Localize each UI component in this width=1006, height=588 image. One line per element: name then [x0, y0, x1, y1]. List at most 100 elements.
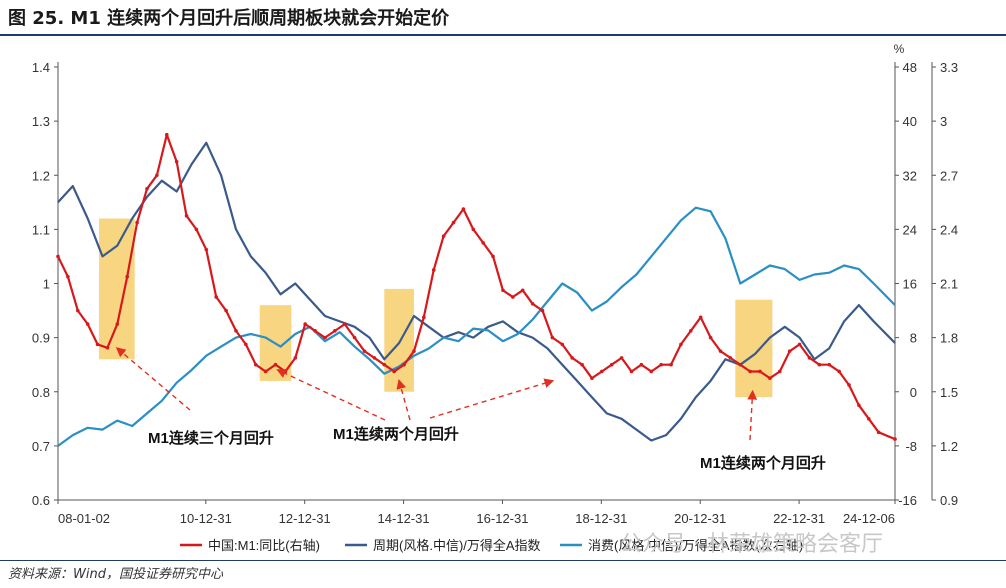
m1-point: [876, 430, 881, 435]
x-tick-label: 16-12-31: [476, 511, 528, 526]
left-tick-label: 1.3: [32, 114, 50, 129]
right2-tick-label: 0.9: [940, 493, 958, 508]
m1-point: [184, 214, 189, 218]
right2-tick-label: 2.7: [940, 168, 958, 183]
chart-title: 图 25. M1 连续两个月回升后顺周期板块就会开始定价: [8, 8, 450, 29]
m1-point: [797, 342, 802, 347]
m1-point: [461, 207, 466, 211]
m1-point: [372, 356, 377, 360]
m1-point: [204, 247, 209, 252]
m1-point: [550, 335, 555, 340]
highlight-box-1: [99, 218, 135, 360]
m1-point: [540, 308, 545, 313]
right-tick-label: 16: [903, 277, 917, 292]
m1-point: [481, 241, 485, 245]
footer-rule: [0, 560, 1006, 561]
m1-point: [155, 173, 159, 178]
m1-point: [530, 301, 535, 306]
left-tick-label: 0.9: [32, 331, 50, 346]
m1-point: [224, 308, 228, 313]
m1-point: [501, 288, 505, 293]
m1-point: [313, 329, 317, 333]
annotation-label-2: M1连续两个月回升: [333, 425, 459, 443]
m1-point: [263, 369, 268, 374]
m1-point: [866, 417, 871, 421]
series-lines: [56, 132, 897, 447]
left-tick-label: 1.4: [32, 60, 50, 75]
left-tick-label: 0.6: [32, 493, 50, 508]
m1-point: [837, 369, 841, 374]
m1-point: [748, 369, 752, 374]
m1-point: [105, 345, 110, 350]
m1-point: [708, 335, 713, 340]
annotation-label-1: M1连续三个月回升: [148, 429, 274, 447]
m1-point: [362, 349, 367, 353]
m1-point: [471, 227, 476, 232]
m1-point: [95, 342, 100, 347]
m1-point: [669, 362, 673, 367]
m1-point: [323, 335, 327, 340]
m1-point: [234, 329, 238, 333]
m1-point: [56, 254, 60, 259]
highlight-box-4: [735, 299, 773, 398]
m1-point: [392, 369, 396, 374]
m1-point: [293, 356, 298, 360]
m1-point: [619, 356, 624, 360]
m1-point: [342, 322, 347, 326]
m1-point: [600, 369, 604, 374]
legend: 中国:M1:同比(右轴) 周期(风格.中信)/万得全A指数 消费(风格.中信)/万得…: [180, 538, 803, 553]
m1-point: [807, 356, 812, 360]
m1-point: [303, 322, 307, 326]
annotation-arrow-5: [747, 389, 758, 441]
x-tick-label: 12-12-31: [279, 511, 331, 526]
x-tick-label: 08-01-02: [58, 511, 110, 526]
m1-point: [422, 315, 426, 320]
m1-point: [75, 308, 80, 313]
annotation-arrow-4: [429, 378, 555, 419]
m1-point: [511, 295, 515, 299]
m1-point: [718, 349, 723, 353]
annotation-arrow-2: [276, 368, 386, 421]
right-tick-label: 48: [903, 60, 917, 75]
right-tick-label: 0: [910, 385, 917, 400]
m1-point: [698, 315, 703, 320]
right2-tick-label: 3.3: [940, 60, 958, 75]
right-tick-label: -8: [905, 439, 917, 454]
m1-point: [827, 362, 832, 367]
m1-point: [893, 437, 897, 441]
axes: 0.6 -16 0.9 0.7 -8 1.2 0.8 0 1.5 0.9 8 1.8 1 16 2.1 1.1…: [32, 42, 958, 526]
m1-point: [352, 335, 357, 340]
series-line-3: [57, 206, 896, 447]
m1-point: [145, 186, 149, 191]
highlight-boxes: [99, 218, 773, 398]
right2-tick-label: 2.4: [940, 222, 958, 237]
highlight-box-3: [384, 288, 414, 392]
right-tick-label: 40: [903, 114, 917, 129]
legend-label-1: 中国:M1:同比(右轴): [208, 538, 320, 553]
legend-label-2: 周期(风格.中信)/万得全A指数: [373, 538, 541, 553]
right2-tick-label: 2.1: [940, 277, 958, 292]
m1-point: [253, 362, 258, 367]
m1-point: [431, 268, 436, 272]
m1-point: [412, 349, 416, 353]
m1-point: [520, 288, 525, 293]
annotation-labels: M1连续三个月回升 M1连续两个月回升 M1连续两个月回升: [148, 425, 826, 472]
m1-point: [857, 403, 861, 408]
m1-point: [590, 376, 594, 381]
annotation-arrow-1: [115, 347, 191, 411]
m1-point: [768, 376, 772, 381]
m1-point: [382, 362, 387, 367]
m1-point: [214, 295, 219, 299]
m1-point: [570, 356, 574, 360]
left-tick-label: 0.7: [32, 439, 50, 454]
right-tick-label: 24: [903, 222, 917, 237]
right-axis-unit: %: [894, 42, 905, 56]
m1-point: [847, 383, 851, 387]
annotation-label-3: M1连续两个月回升: [700, 454, 826, 472]
m1-point: [728, 356, 733, 360]
left-tick-label: 0.8: [32, 385, 50, 400]
m1-point: [273, 362, 278, 367]
m1-point: [580, 362, 584, 367]
m1-point: [639, 362, 644, 367]
